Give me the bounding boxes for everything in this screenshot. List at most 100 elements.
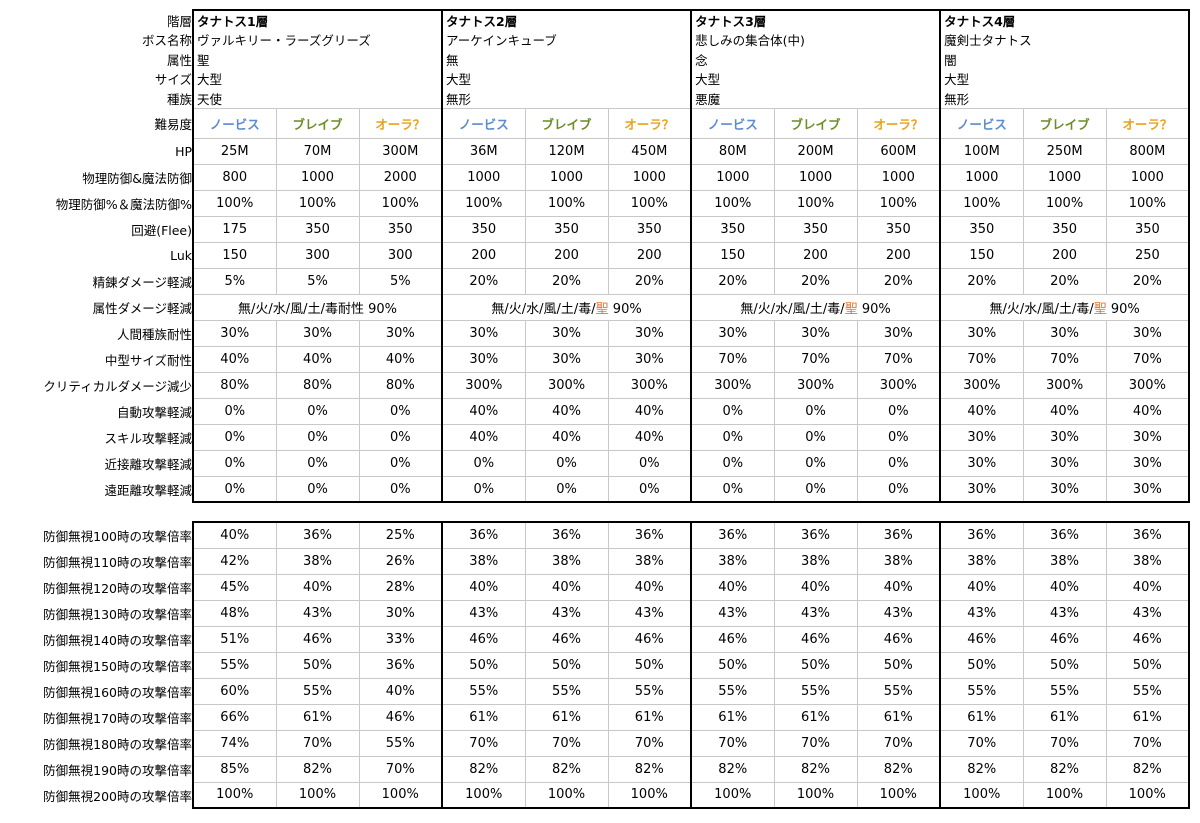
row-label: 防御無視130時の攻撃倍率 bbox=[43, 606, 192, 622]
value-cell: 350 bbox=[690, 215, 775, 243]
stat-row: 近接離攻撃軽減 0% 0% 0% 0% 0% 0% 0% 0% 0% 30% 30% 30% bbox=[0, 449, 1191, 477]
value-cell: 40% bbox=[607, 573, 692, 601]
value-cell: 600M bbox=[856, 137, 942, 165]
value-cell: 150 bbox=[939, 241, 1024, 269]
value-cell: 36% bbox=[1022, 521, 1107, 549]
stat-row: 防御無視120時の攻撃倍率 45% 40% 28% 40% 40% 40% 40% 40% 40%… bbox=[0, 573, 1190, 601]
value-cell: 0% bbox=[773, 397, 858, 425]
value-cell: 0% bbox=[358, 475, 444, 504]
value-cell: 0% bbox=[275, 397, 360, 425]
info-row: ボス名称 ヴァルキリー・ラーズグリーズ アーケインキューブ 悲しみの集合体(中) 魔剣士… bbox=[0, 30, 1191, 50]
value-cell: 0% bbox=[856, 475, 942, 504]
row-label: 属性ダメージ軽減 bbox=[92, 300, 192, 316]
row-label: 回避(Flee) bbox=[131, 222, 192, 238]
value-cell: 55% bbox=[690, 677, 775, 705]
value-cell: 100% bbox=[524, 781, 609, 809]
value-cell: 55% bbox=[773, 677, 858, 705]
value-cell: 40% bbox=[441, 397, 526, 425]
value-cell: 30% bbox=[939, 423, 1024, 451]
value-cell: 40% bbox=[192, 345, 277, 373]
value-cell: 0% bbox=[441, 475, 526, 504]
value-cell: 40% bbox=[856, 573, 941, 601]
value-cell: 46% bbox=[275, 625, 360, 653]
value-cell: 70% bbox=[773, 729, 858, 757]
value-cell: 100% bbox=[358, 781, 443, 809]
value-cell: 40% bbox=[275, 573, 360, 601]
value-cell: 61% bbox=[441, 703, 526, 731]
value-cell: 38% bbox=[1105, 547, 1190, 575]
value-cell: 30% bbox=[524, 345, 609, 373]
holy-element-highlight: 聖 bbox=[1093, 301, 1107, 317]
value-cell: 61% bbox=[607, 703, 692, 731]
value-cell: 70% bbox=[441, 729, 526, 757]
boss-info-cell: 悪魔 bbox=[690, 88, 942, 109]
value-cell: 30% bbox=[690, 319, 775, 347]
value-cell: 0% bbox=[690, 475, 775, 504]
value-cell: 82% bbox=[275, 755, 360, 783]
stat-row: 遠距離攻撃軽減 0% 0% 0% 0% 0% 0% 0% 0% 0% 30% 30% 30% bbox=[0, 475, 1191, 504]
value-cell: 46% bbox=[358, 703, 443, 731]
value-cell: 0% bbox=[690, 449, 775, 477]
value-cell: 30% bbox=[524, 319, 609, 347]
value-cell: 60% bbox=[192, 677, 277, 705]
value-cell: 50% bbox=[856, 651, 941, 679]
value-cell: 46% bbox=[524, 625, 609, 653]
value-cell: 46% bbox=[690, 625, 775, 653]
value-cell: 30% bbox=[1022, 423, 1107, 451]
row-label: 近接離攻撃軽減 bbox=[104, 456, 192, 472]
value-cell: 38% bbox=[773, 547, 858, 575]
value-cell: 36% bbox=[939, 521, 1024, 549]
value-cell: 5% bbox=[358, 267, 444, 295]
boss-info-cell: 大型 bbox=[690, 69, 942, 89]
row-label: サイズ bbox=[154, 72, 192, 88]
floor-name: タナトス1層 bbox=[191, 9, 444, 30]
value-cell: 40% bbox=[524, 397, 609, 425]
value-cell: 36% bbox=[773, 521, 858, 549]
value-cell: 40% bbox=[192, 521, 277, 549]
stat-row: 物理防御%＆魔法防御% 100% 100% 100% 100% 100% 100% 100% 1… bbox=[0, 189, 1191, 217]
value-cell: 36% bbox=[524, 521, 609, 549]
stat-row: 防御無視100時の攻撃倍率 40% 36% 25% 36% 36% 36% 36% 36% 36%… bbox=[0, 521, 1190, 549]
row-label: HP bbox=[175, 143, 192, 159]
value-cell: 43% bbox=[773, 599, 858, 627]
value-cell: 40% bbox=[690, 573, 775, 601]
value-cell: 350 bbox=[939, 215, 1024, 243]
row-label: 人間種族耐性 bbox=[116, 326, 192, 342]
value-cell: 30% bbox=[358, 319, 444, 347]
value-cell: 42% bbox=[192, 547, 277, 575]
value-cell: 0% bbox=[690, 423, 775, 451]
value-cell: 300% bbox=[1105, 371, 1191, 399]
value-cell: 43% bbox=[856, 599, 941, 627]
value-cell: 250M bbox=[1022, 137, 1107, 165]
value-cell: 100% bbox=[939, 781, 1024, 809]
value-cell: 0% bbox=[441, 449, 526, 477]
element-resist-value: 90% bbox=[1106, 301, 1140, 317]
boss-info-cell: 天使 bbox=[191, 88, 444, 109]
value-cell: 40% bbox=[607, 423, 693, 451]
value-cell: 0% bbox=[358, 423, 444, 451]
value-cell: 43% bbox=[524, 599, 609, 627]
value-cell: 70M bbox=[275, 137, 360, 165]
stat-row: 防御無視180時の攻撃倍率 74% 70% 55% 70% 70% 70% 70% 70% 70%… bbox=[0, 729, 1190, 757]
value-cell: 250 bbox=[1105, 241, 1191, 269]
row-label: 属性 bbox=[166, 52, 192, 68]
value-cell: 40% bbox=[441, 573, 526, 601]
row-label: 中型サイズ耐性 bbox=[104, 352, 192, 368]
holy-element-highlight: 聖 bbox=[595, 301, 609, 317]
value-cell: 50% bbox=[441, 651, 526, 679]
row-label: 防御無視110時の攻撃倍率 bbox=[43, 554, 192, 570]
value-cell: 100% bbox=[939, 189, 1024, 217]
row-label: スキル攻撃軽減 bbox=[104, 430, 192, 446]
boss-info-cell: 聖 bbox=[191, 49, 444, 70]
value-cell: 300% bbox=[939, 371, 1024, 399]
value-cell: 46% bbox=[607, 625, 692, 653]
boss-info-cell: 無形 bbox=[441, 88, 693, 109]
value-cell: 61% bbox=[275, 703, 360, 731]
value-cell: 25% bbox=[358, 521, 443, 549]
value-cell: 43% bbox=[939, 599, 1024, 627]
value-cell: 0% bbox=[358, 449, 444, 477]
value-cell: 100% bbox=[773, 189, 858, 217]
value-cell: 0% bbox=[607, 475, 693, 504]
value-cell: 100% bbox=[1022, 781, 1107, 809]
value-cell: 30% bbox=[192, 319, 277, 347]
